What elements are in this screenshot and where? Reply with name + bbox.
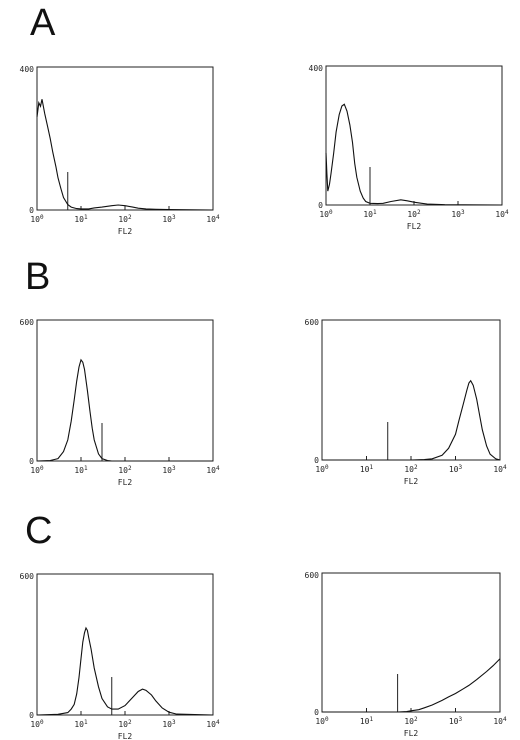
x-tick-label: 101: [360, 464, 374, 474]
x-tick-label: 103: [449, 716, 463, 726]
x-tick-label: 103: [162, 465, 176, 475]
plot-frame: [36, 319, 214, 462]
plot-frame: [36, 66, 214, 211]
plot-frame: [321, 572, 501, 713]
plot-frame: [321, 319, 501, 461]
y-tick-label-min: 0: [314, 708, 319, 717]
y-tick-label-min: 0: [314, 456, 319, 465]
x-tick-label: 104: [206, 214, 220, 224]
histogram-curve: [36, 358, 213, 462]
y-tick-label-min: 0: [29, 711, 34, 720]
histogram-curve: [36, 99, 214, 211]
y-tick-label-max: 400: [20, 65, 35, 74]
x-axis-label: FL2: [118, 732, 133, 740]
histogram-curve: [322, 379, 501, 461]
histogram-b-right: 100 101 102 103 104 0 600 FL2: [305, 318, 507, 486]
x-tick-label: 102: [407, 209, 421, 219]
panel-letter-a: A: [30, 2, 56, 44]
x-tick-label: 104: [206, 465, 220, 475]
x-tick-label: 102: [404, 464, 418, 474]
plot-frame: [325, 65, 503, 206]
x-tick-label: 100: [30, 719, 44, 729]
x-tick-label: 101: [363, 209, 377, 219]
x-tick-label: 103: [162, 214, 176, 224]
y-tick-label-max: 600: [20, 318, 35, 327]
histogram-c-right: 100 101 102 103 104 0 600 FL2: [305, 571, 507, 738]
x-tick-label: 104: [493, 716, 507, 726]
y-tick-label-min: 0: [29, 457, 34, 466]
x-tick-label: 102: [118, 465, 132, 475]
x-tick-label: 100: [319, 209, 333, 219]
histogram-c-left: 100 101 102 103 104 0 600 FL2: [20, 572, 220, 740]
x-tick-label: 100: [315, 716, 329, 726]
histogram-curve: [322, 658, 501, 713]
x-axis-label: FL2: [118, 227, 133, 236]
y-tick-label-max: 400: [309, 64, 324, 73]
histogram-curve: [36, 626, 214, 716]
x-tick-label: 103: [451, 209, 465, 219]
x-tick-label: 101: [74, 214, 88, 224]
x-tick-label: 102: [404, 716, 418, 726]
y-tick-label-min: 0: [29, 206, 34, 215]
plot-frame: [36, 573, 214, 716]
y-tick-label-min: 0: [318, 201, 323, 210]
x-axis-label: FL2: [118, 478, 133, 487]
x-tick-label: 104: [493, 464, 507, 474]
x-tick-label: 104: [495, 209, 509, 219]
x-tick-label: 100: [315, 464, 329, 474]
histogram-a-right: 100 101 102 103 104 0 400 FL2: [309, 64, 509, 231]
x-axis-label: FL2: [404, 729, 419, 738]
x-tick-label: 101: [74, 465, 88, 475]
panel-letter-b: B: [25, 256, 51, 298]
histogram-b-left: 100 101 102 103 104 0 600 FL2: [20, 318, 220, 487]
x-tick-label: 103: [162, 719, 176, 729]
x-tick-label: 103: [449, 464, 463, 474]
x-axis-label: FL2: [404, 477, 419, 486]
panel-letter-c: C: [25, 510, 53, 552]
x-tick-label: 102: [118, 214, 132, 224]
x-tick-label: 100: [30, 465, 44, 475]
x-axis-label: FL2: [407, 222, 422, 231]
x-tick-label: 104: [206, 719, 220, 729]
y-tick-label-max: 600: [305, 318, 320, 327]
y-tick-label-max: 600: [305, 571, 320, 580]
y-tick-label-max: 600: [20, 572, 35, 581]
x-tick-label: 100: [30, 214, 44, 224]
histogram-a-left: 100 101 102 103 104 0 400 FL2: [20, 65, 220, 236]
x-tick-label: 101: [74, 719, 88, 729]
x-tick-label: 102: [118, 719, 132, 729]
histogram-curve: [325, 103, 503, 206]
x-tick-label: 101: [360, 716, 374, 726]
